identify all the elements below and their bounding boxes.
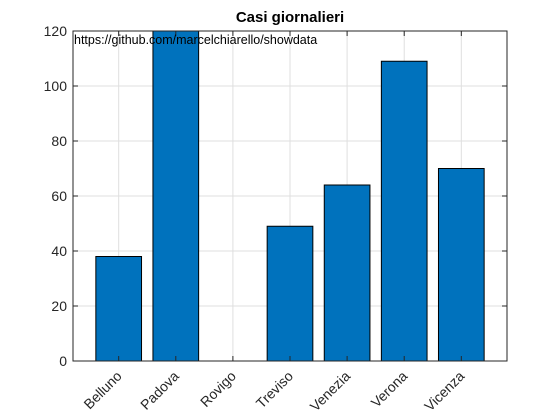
x-tick-labels: Belluno Padova Rovigo Treviso Venezia Verona V… xyxy=(80,368,467,415)
bars xyxy=(95,30,485,362)
x-tick-label-verona: Verona xyxy=(368,368,411,411)
bar-treviso xyxy=(266,225,314,362)
bar-padova xyxy=(152,30,200,362)
chart-title: Casi giornalieri xyxy=(236,9,344,26)
x-tick-label-belluno: Belluno xyxy=(80,368,124,412)
bar-vicenza xyxy=(437,168,485,362)
x-tick-label-rovigo: Rovigo xyxy=(197,368,239,410)
x-tick-label-padova: Padova xyxy=(137,368,182,413)
source-annotation: https://github.com/marcelchiarello/showd… xyxy=(74,33,317,47)
y-tick-label: 0 xyxy=(59,353,67,369)
y-tick-label: 80 xyxy=(51,133,67,149)
x-tick-label-vicenza: Vicenza xyxy=(421,368,468,415)
y-tick-labels: 0 20 40 60 80 100 120 xyxy=(44,23,68,369)
bar-verona xyxy=(380,60,428,362)
x-tick-label-venezia: Venezia xyxy=(307,368,354,415)
y-tick-label: 20 xyxy=(51,298,67,314)
y-tick-label: 100 xyxy=(44,78,68,94)
bar-belluno xyxy=(95,256,143,362)
bar-venezia xyxy=(323,184,371,362)
y-tick-label: 60 xyxy=(51,188,67,204)
x-tick-label-treviso: Treviso xyxy=(253,368,297,412)
y-tick-label: 120 xyxy=(44,23,68,39)
y-tick-label: 40 xyxy=(51,243,67,259)
ticks xyxy=(73,30,507,362)
